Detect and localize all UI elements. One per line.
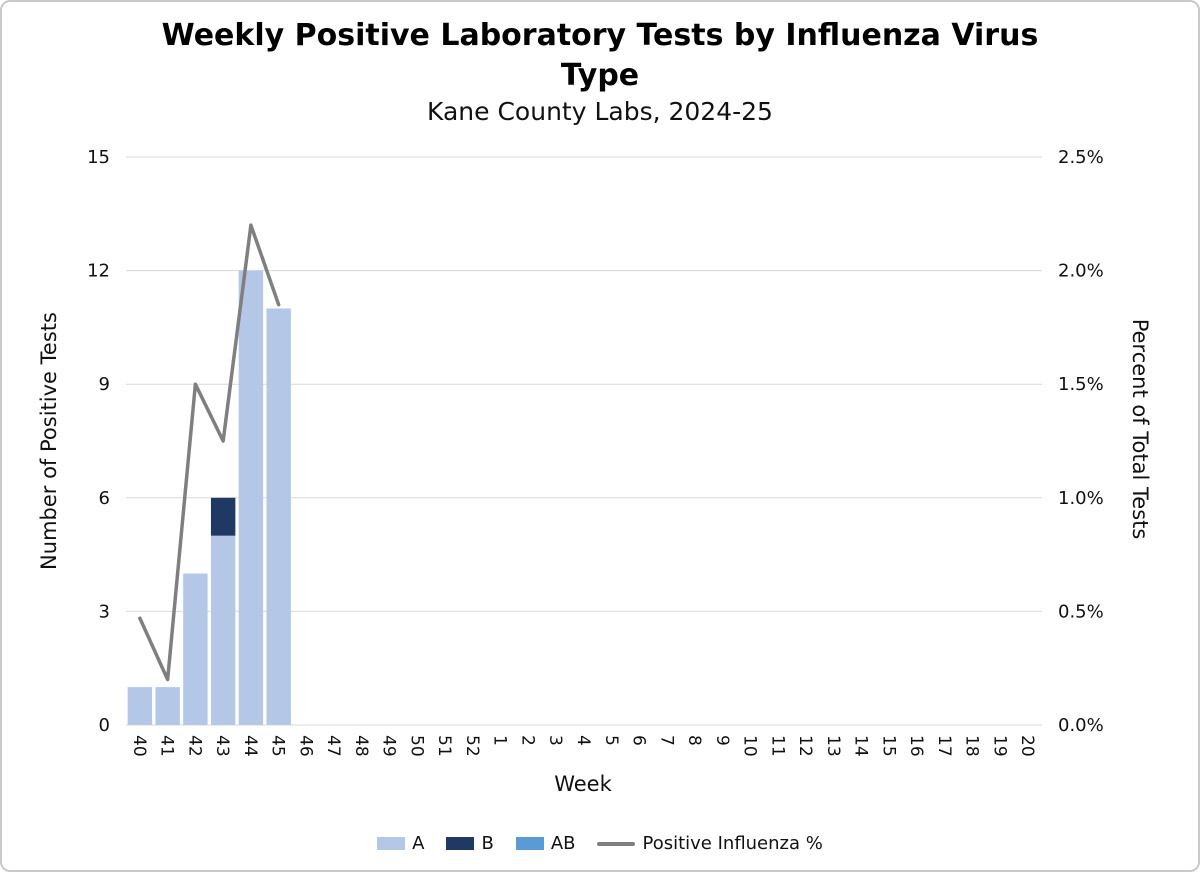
x-axis-tick-label: 42 bbox=[184, 735, 204, 757]
y-left-tick-label: 15 bbox=[87, 147, 110, 168]
x-axis-tick-label: 40 bbox=[129, 735, 149, 757]
x-axis-tick-label: 44 bbox=[240, 735, 260, 757]
x-axis-tick-label: 41 bbox=[157, 735, 177, 757]
y-right-tick-label: 0.5% bbox=[1058, 601, 1104, 622]
x-axis-tick-label: 4 bbox=[573, 735, 593, 746]
legend-label-a: A bbox=[412, 833, 425, 854]
x-axis-tick-label: 11 bbox=[767, 735, 787, 757]
bar-segment-a-week-44[interactable] bbox=[238, 270, 264, 725]
x-axis-tick-label: 5 bbox=[601, 735, 621, 746]
y-right-tick-label: 1.0% bbox=[1058, 488, 1104, 509]
legend: A B AB Positive Influenza % bbox=[2, 833, 1198, 854]
x-axis-tick-label: 7 bbox=[656, 735, 676, 746]
title-block: Weekly Positive Laboratory Tests by Infl… bbox=[2, 16, 1198, 126]
x-axis-title: Week bbox=[554, 772, 612, 796]
legend-swatch-b bbox=[446, 837, 475, 850]
legend-item-b[interactable]: B bbox=[446, 833, 494, 854]
bar-segment-a-week-41[interactable] bbox=[155, 687, 180, 725]
x-axis-tick-label: 17 bbox=[934, 735, 954, 757]
x-axis-tick-label: 51 bbox=[434, 735, 454, 757]
trend-line-positive-influenza-pct[interactable] bbox=[138, 223, 281, 682]
x-axis-tick-label: 16 bbox=[906, 735, 926, 757]
y-right-tick-label: 0.0% bbox=[1058, 715, 1104, 736]
legend-label-ab: AB bbox=[550, 833, 576, 854]
x-axis-tick-label: 49 bbox=[379, 735, 399, 757]
x-axis-tick-label: 50 bbox=[406, 735, 426, 757]
legend-item-a[interactable]: A bbox=[377, 833, 424, 854]
legend-label-positive-influenza-pct: Positive Influenza % bbox=[642, 833, 823, 854]
legend-line-sample-icon bbox=[597, 841, 636, 846]
legend-item-ab[interactable]: AB bbox=[515, 833, 576, 854]
chart-subtitle: Kane County Labs, 2024-25 bbox=[427, 97, 773, 127]
chart-title: Weekly Positive Laboratory Tests by Infl… bbox=[161, 18, 1039, 93]
y-right-tick-label: 2.0% bbox=[1058, 261, 1104, 282]
x-axis-tick-label: 47 bbox=[323, 735, 343, 757]
x-axis-tick-label: 18 bbox=[962, 735, 982, 757]
x-axis-tick-label: 6 bbox=[629, 735, 649, 746]
bar-segment-b-week-43[interactable] bbox=[210, 497, 236, 536]
y-left-tick-label: 6 bbox=[99, 488, 110, 509]
y-left-tick-label: 0 bbox=[99, 715, 110, 736]
bar-segment-a-week-43[interactable] bbox=[210, 535, 236, 725]
legend-swatch-a bbox=[377, 837, 406, 850]
x-axis-tick-label: 8 bbox=[684, 735, 704, 746]
y-left-tick-label: 3 bbox=[99, 601, 110, 622]
x-axis-tick-label: 14 bbox=[851, 735, 871, 757]
x-axis-tick-label: 46 bbox=[295, 735, 315, 757]
y-axis-title-right: Percent of Total Tests bbox=[1128, 318, 1152, 540]
x-axis-tick-label: 2 bbox=[517, 735, 537, 746]
x-axis-tick-label: 13 bbox=[823, 735, 843, 757]
x-axis-tick-label: 52 bbox=[462, 735, 482, 757]
y-right-tick-label: 1.5% bbox=[1058, 374, 1104, 395]
x-axis-tick-label: 12 bbox=[795, 735, 815, 757]
y-left-tick-label: 9 bbox=[99, 374, 110, 395]
x-axis-tick-label: 1 bbox=[490, 735, 510, 746]
legend-swatch-ab bbox=[515, 837, 544, 850]
y-left-tick-label: 12 bbox=[87, 261, 110, 282]
y-axis-title-left: Number of Positive Tests bbox=[37, 312, 61, 570]
x-axis-tick-label: 43 bbox=[212, 735, 232, 757]
bar-segment-a-week-42[interactable] bbox=[183, 573, 208, 725]
x-axis-tick-label: 3 bbox=[545, 735, 565, 746]
bar-segment-a-week-45[interactable] bbox=[266, 308, 291, 725]
bar-segment-a-week-40[interactable] bbox=[127, 687, 153, 725]
x-axis-tick-label: 45 bbox=[268, 735, 288, 757]
x-axis-tick-label: 9 bbox=[712, 735, 732, 746]
legend-item-positive-influenza-pct[interactable]: Positive Influenza % bbox=[597, 833, 823, 854]
x-axis-tick-label: 15 bbox=[878, 735, 898, 757]
legend-label-b: B bbox=[481, 833, 494, 854]
x-axis-tick-label: 10 bbox=[740, 735, 760, 757]
y-right-tick-label: 2.5% bbox=[1058, 147, 1104, 168]
x-axis-tick-label: 48 bbox=[351, 735, 371, 757]
x-axis-tick-label: 19 bbox=[989, 735, 1009, 757]
x-axis-tick-label: 20 bbox=[1017, 735, 1037, 757]
